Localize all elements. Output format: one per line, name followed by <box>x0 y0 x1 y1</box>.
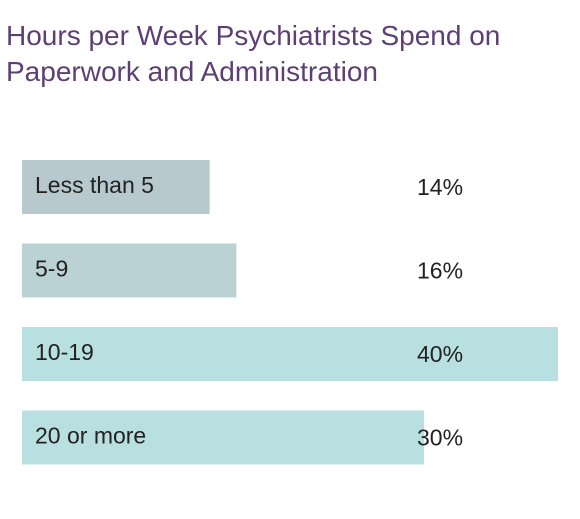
bar <box>22 243 237 298</box>
category-label: Less than 5 <box>35 172 154 198</box>
bar <box>22 160 210 214</box>
value-label: 16% <box>417 258 463 284</box>
category-label: 10-19 <box>35 339 94 365</box>
value-label: 40% <box>417 341 463 367</box>
value-label: 30% <box>417 425 463 451</box>
category-label: 20 or more <box>35 423 146 449</box>
value-label: 14% <box>417 174 463 200</box>
chart-title: Hours per Week Psychiatrists Spend on Pa… <box>6 20 501 87</box>
category-label: 5-9 <box>35 256 68 282</box>
bar <box>22 410 424 465</box>
bar <box>22 327 558 381</box>
